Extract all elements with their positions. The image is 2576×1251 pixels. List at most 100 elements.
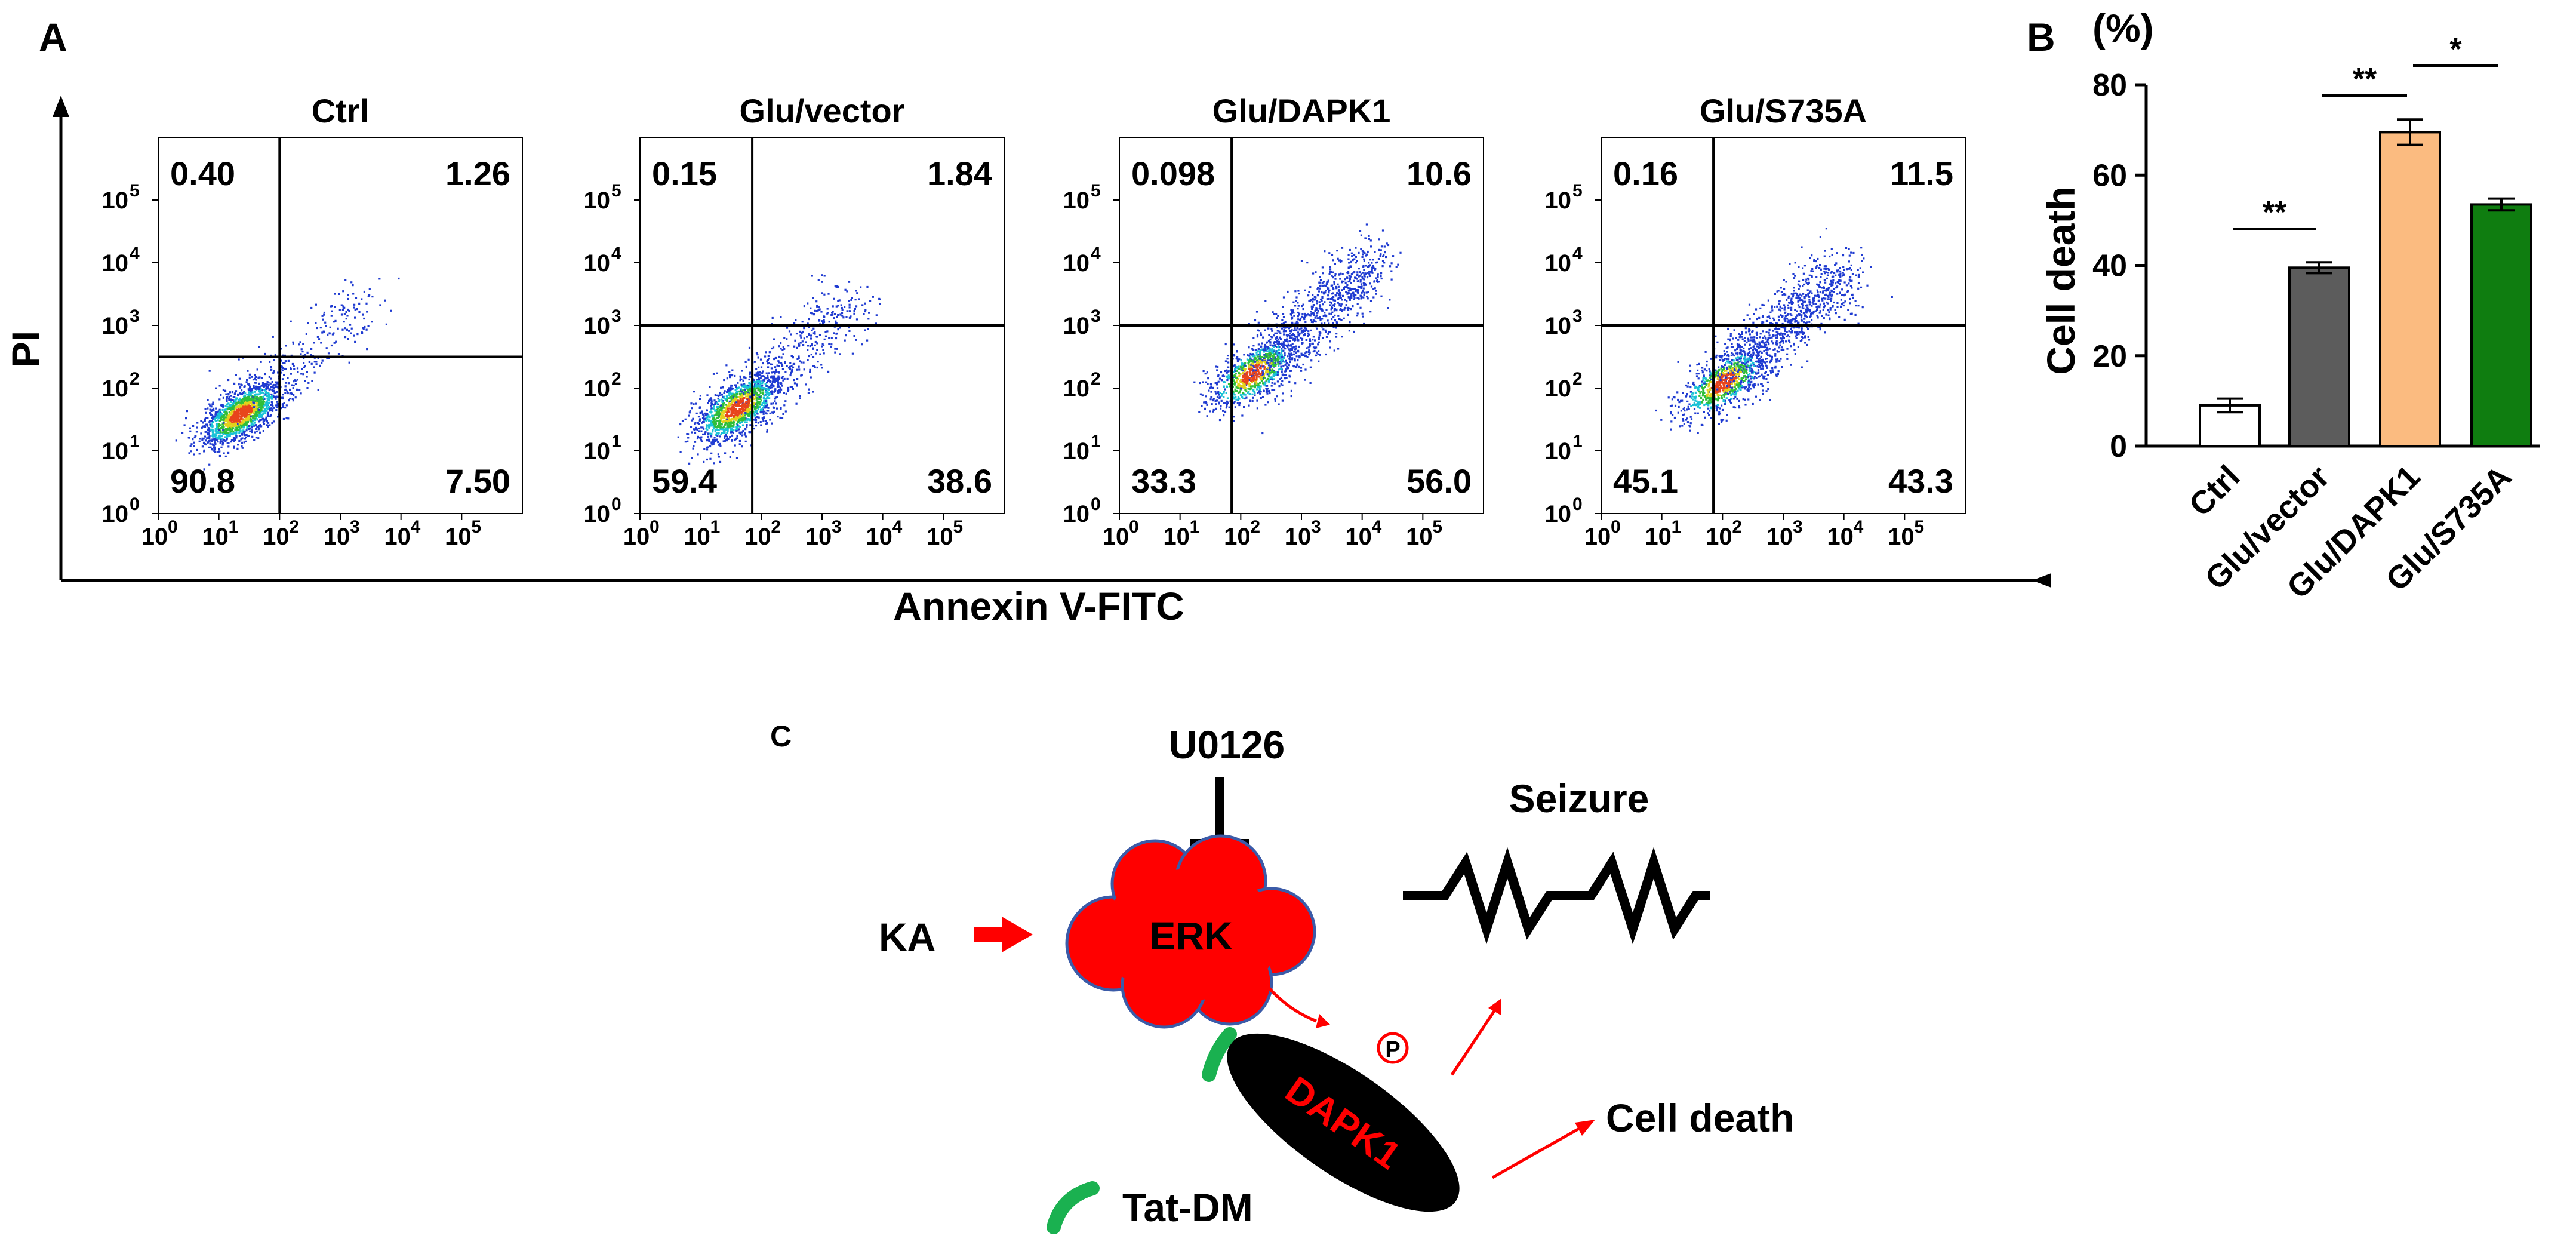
flow-event-point <box>756 383 759 386</box>
flow-event-point <box>841 306 843 309</box>
flow-event-point <box>758 374 761 376</box>
flow-event-point <box>287 392 289 395</box>
flow-event-point <box>728 422 730 424</box>
flow-event-point <box>700 440 703 442</box>
flow-event-point <box>773 375 775 377</box>
flow-event-point <box>687 433 690 435</box>
flow-event-point <box>744 361 747 363</box>
flow-event-point <box>738 410 740 413</box>
flow-event-point <box>867 328 869 330</box>
flow-event-point <box>1234 406 1236 408</box>
flow-event-point <box>1331 318 1333 321</box>
flow-event-point <box>1297 322 1299 324</box>
flow-event-point <box>317 357 319 359</box>
flow-event-point <box>238 428 240 431</box>
flow-event-point <box>1371 262 1373 264</box>
flow-event-point <box>188 452 190 454</box>
flow-event-point <box>1356 260 1358 262</box>
flow-event-point <box>276 381 279 383</box>
flow-event-point <box>216 424 218 426</box>
flow-event-point <box>267 395 269 398</box>
flow-event-point <box>1343 308 1346 311</box>
flow-event-point <box>758 416 760 419</box>
flow-event-point <box>1257 329 1259 331</box>
flow-panel-title: Glu/vector <box>740 92 905 130</box>
flow-event-point <box>1275 338 1277 340</box>
flow-event-point <box>1239 373 1242 375</box>
flow-event-point <box>1348 292 1350 294</box>
flow-event-point <box>255 379 257 381</box>
flow-event-point <box>233 416 236 418</box>
flow-event-point <box>1238 398 1241 400</box>
flow-event-point <box>268 408 270 410</box>
flow-event-point <box>1310 359 1313 362</box>
flow-event-point <box>813 365 815 367</box>
flow-event-point <box>1333 281 1335 283</box>
flow-event-point <box>205 439 207 442</box>
flow-event-point <box>222 396 224 399</box>
flow-event-point <box>1251 376 1254 379</box>
flow-event-point <box>1226 379 1229 382</box>
flow-event-point <box>1317 310 1319 312</box>
flow-event-point <box>352 293 355 295</box>
flow-event-point <box>799 397 801 399</box>
flow-event-point <box>798 365 800 368</box>
flow-event-point <box>270 354 272 356</box>
flow-event-point <box>285 404 288 407</box>
flow-event-point <box>749 396 752 399</box>
flow-event-point <box>1297 315 1299 318</box>
flow-event-point <box>814 333 816 335</box>
flow-event-point <box>255 393 257 395</box>
flow-event-point <box>237 419 239 422</box>
flow-event-point <box>1256 407 1258 410</box>
flow-event-point <box>251 395 253 398</box>
flow-event-point <box>778 389 780 391</box>
y-tick-exponent: 2 <box>130 369 140 389</box>
flow-event-point <box>1258 359 1260 361</box>
flow-event-point <box>712 443 715 445</box>
flow-event-point <box>716 435 719 437</box>
flow-event-point <box>210 425 213 428</box>
flow-event-point <box>791 368 793 371</box>
y-tick-label: 10 <box>584 313 611 339</box>
flow-event-point <box>266 381 269 383</box>
x-tick-label: 10 <box>263 524 290 550</box>
flow-event-point <box>1318 290 1320 293</box>
flow-event-point <box>1351 255 1353 257</box>
flow-event-point <box>827 370 830 373</box>
flow-event-point <box>811 329 813 331</box>
flow-event-point <box>215 430 217 432</box>
flow-event-point <box>753 413 756 415</box>
flow-event-point <box>738 439 741 442</box>
flow-event-point <box>281 396 284 399</box>
flow-event-point <box>811 343 813 345</box>
flow-event-point <box>259 402 261 404</box>
flow-event-point <box>725 395 728 398</box>
flow-event-point <box>227 442 230 444</box>
flow-event-point <box>712 441 714 444</box>
flow-event-point <box>747 411 749 413</box>
flow-event-point <box>826 308 829 310</box>
flow-event-point <box>220 424 222 426</box>
flow-event-point <box>1301 313 1304 315</box>
flow-event-point <box>1345 291 1347 293</box>
flow-event-point <box>273 388 275 390</box>
flow-event-point <box>1258 354 1260 356</box>
flow-event-point <box>758 396 761 398</box>
flow-event-point <box>1294 337 1296 340</box>
flow-event-point <box>368 294 371 296</box>
flow-event-point <box>744 392 746 395</box>
flow-event-point <box>738 443 741 445</box>
flow-event-point <box>749 415 752 417</box>
flow-event-point <box>1241 362 1244 365</box>
flow-event-point <box>738 425 740 428</box>
flow-event-point <box>845 334 847 337</box>
flow-event-point <box>1334 308 1336 311</box>
flow-event-point <box>242 398 244 401</box>
flow-event-point <box>796 378 799 380</box>
flow-event-point <box>343 306 346 309</box>
flow-event-point <box>730 389 732 392</box>
flow-event-point <box>1241 382 1244 384</box>
flow-event-point <box>251 435 254 438</box>
flow-event-point <box>1399 251 1402 254</box>
